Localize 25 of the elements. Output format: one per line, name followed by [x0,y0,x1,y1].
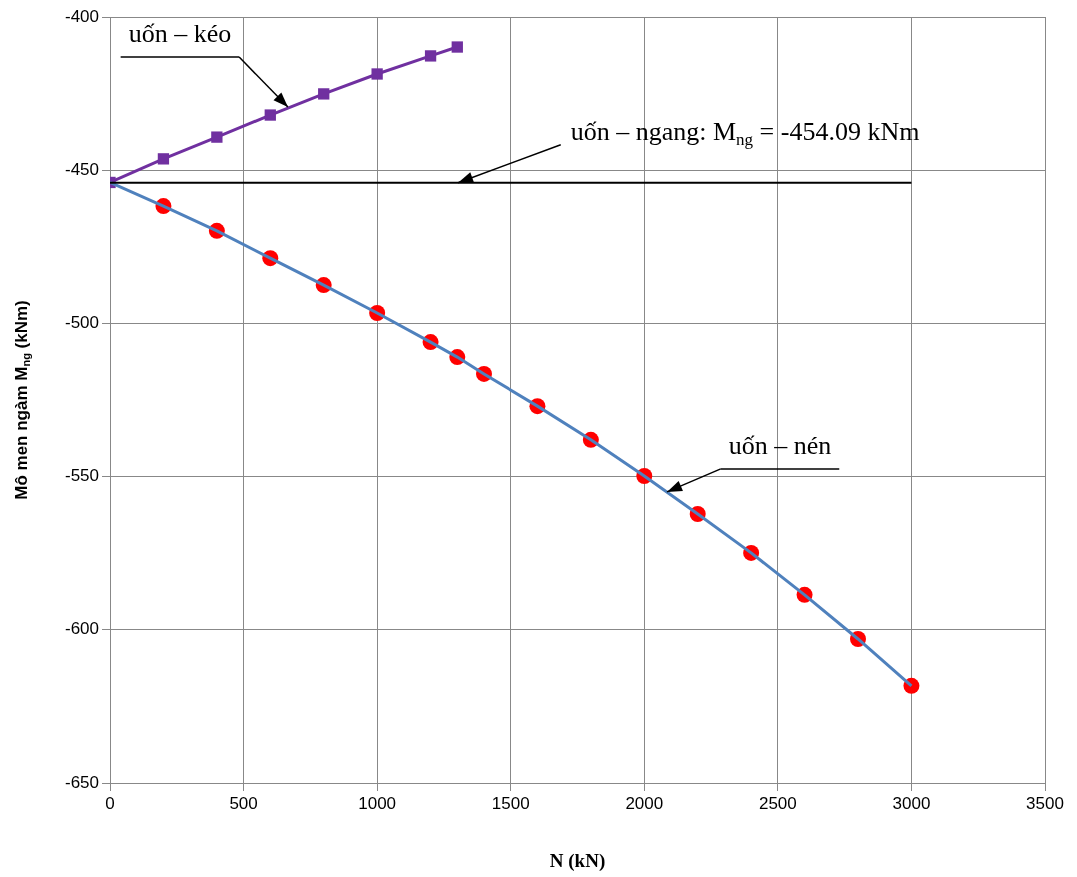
x-tick-label: 1000 [358,793,397,813]
x-tick-label: 500 [229,793,258,813]
annotation: uốn – kéo [128,18,232,48]
y-tick-label: -600 [64,619,99,639]
x-tick-label: 1500 [491,793,530,813]
y-tick-label: -400 [64,6,99,26]
y-axis-title: Mô men ngàm Mng (kNm) [11,300,33,500]
point [424,50,437,62]
point [371,68,383,80]
x-axis-title: N (kN) [549,849,606,872]
point [264,109,276,121]
y-tick-label: -450 [64,159,99,179]
point [451,41,463,53]
x-tick-label: 2000 [625,793,664,813]
annotation: uốn – nén [728,430,832,460]
x-tick-label: 3500 [1026,793,1064,813]
point [211,131,223,143]
point [157,153,170,165]
x-tick-label: 0 [105,793,115,813]
y-tick-label: -500 [64,313,99,333]
x-tick-label: 2500 [758,793,797,813]
point [318,88,330,100]
y-tick-label: -650 [64,772,99,792]
y-tick-label: -550 [64,466,99,486]
x-tick-label: 3000 [892,793,931,813]
